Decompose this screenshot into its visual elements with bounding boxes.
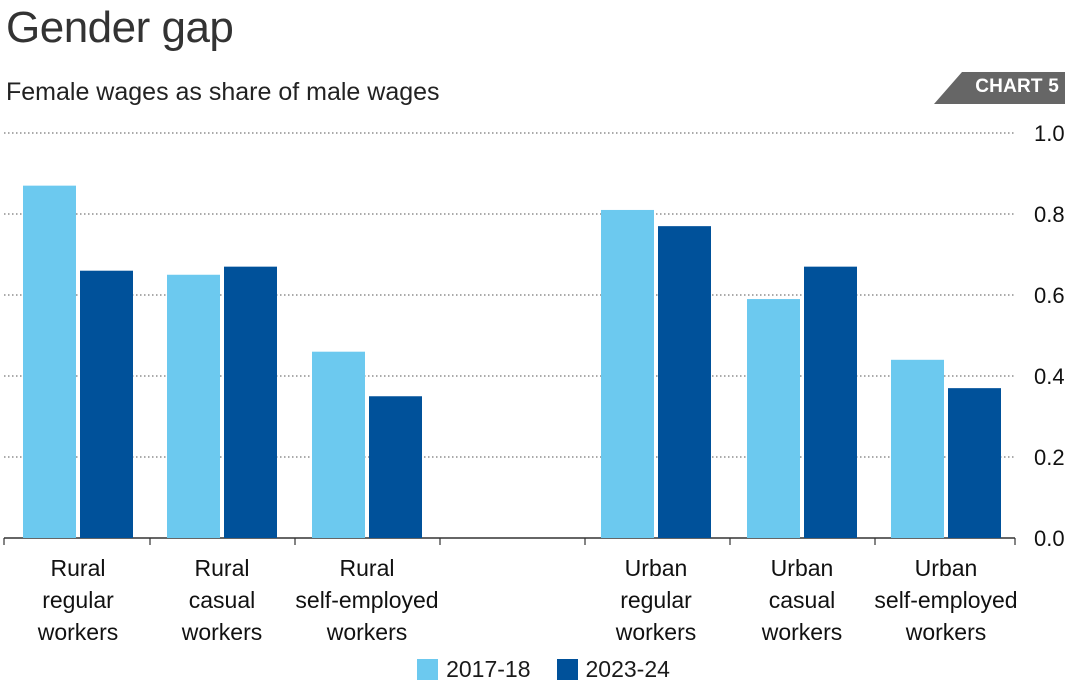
legend-swatch-2023-24 [556, 659, 578, 680]
legend: 2017-18 2023-24 [0, 656, 1087, 683]
y-tick-label: 0.8 [1034, 202, 1065, 227]
category-label: Rural casual workers [181, 555, 263, 645]
bar-2017-18-4 [747, 299, 800, 538]
y-tick-label: 0.6 [1034, 283, 1065, 308]
bar-2017-18-3 [601, 209, 654, 538]
category-label: Rural regular workers [37, 555, 119, 645]
bar-2017-18-1 [167, 274, 220, 538]
legend-label-2023-24: 2023-24 [585, 656, 670, 682]
category-label: Urban casual workers [761, 555, 843, 645]
legend-item-2023-24: 2023-24 [556, 656, 670, 683]
category-label: Urban self-employed workers [874, 555, 1017, 645]
bar-2017-18-5 [891, 359, 944, 538]
legend-label-2017-18: 2017-18 [446, 656, 531, 682]
legend-item-2017-18: 2017-18 [417, 656, 531, 683]
chart-subtitle: Female wages as share of male wages [6, 78, 440, 106]
bar-2017-18-0 [23, 185, 76, 538]
category-label: Urban regular workers [615, 555, 697, 645]
bar-2023-24-3 [658, 226, 711, 538]
bar-2023-24-4 [804, 266, 857, 538]
bar-2017-18-2 [312, 351, 365, 538]
bar-2023-24-0 [80, 270, 133, 538]
y-tick-label: 1.0 [1034, 121, 1065, 146]
y-tick-label: 0.0 [1034, 526, 1065, 551]
y-tick-label: 0.4 [1034, 364, 1065, 389]
bar-2023-24-5 [948, 388, 1001, 538]
chart-number-label: CHART 5 [975, 76, 1059, 97]
bar-2023-24-2 [369, 396, 422, 538]
legend-swatch-2017-18 [417, 659, 439, 680]
bar-2023-24-1 [224, 266, 277, 538]
chart-title: Gender gap [6, 3, 234, 52]
category-label: Rural self-employed workers [295, 555, 438, 645]
y-tick-label: 0.2 [1034, 445, 1065, 470]
